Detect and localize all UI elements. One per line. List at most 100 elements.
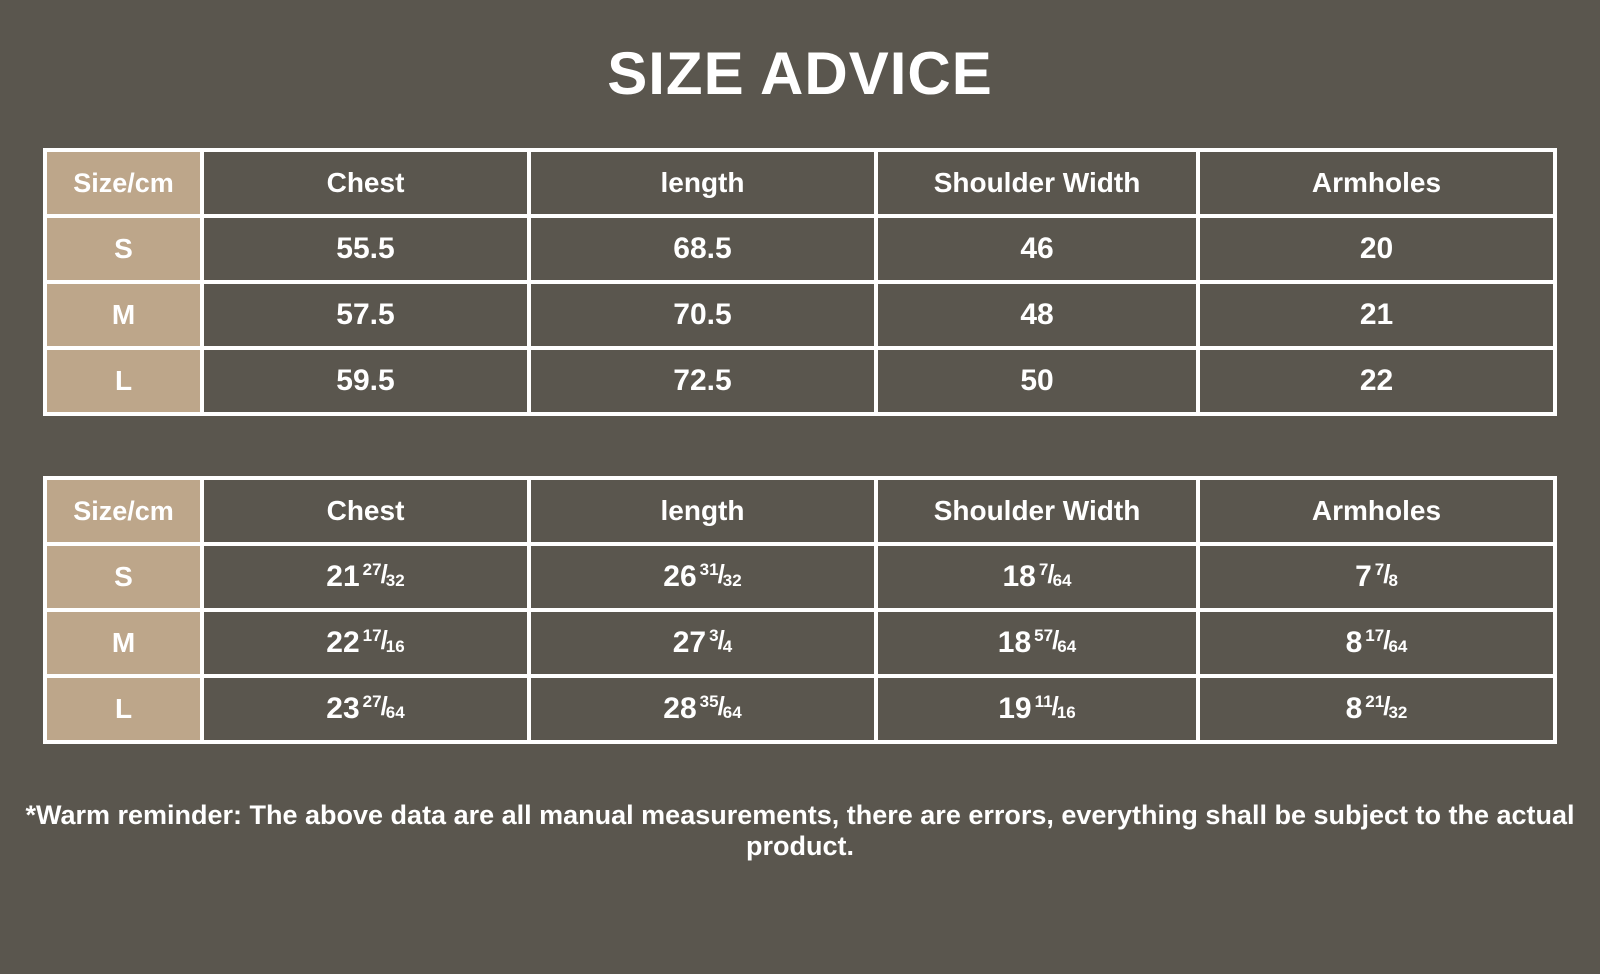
row-size-l: L 59.5 72.5 50 22 — [43, 346, 1557, 416]
row-size-l: L 23 27/64 28 35/64 19 11/16 8 21/32 — [43, 674, 1557, 744]
whole-number: 27 — [672, 626, 707, 659]
fraction-denominator: 16 — [385, 637, 405, 656]
measurement-cell: 59.5 — [200, 346, 531, 416]
measurement-cell: 18 57/64 — [874, 608, 1200, 678]
size-table-cm: Size/cm Chest length Shoulder Width Armh… — [43, 148, 1557, 416]
whole-number: 18 — [997, 626, 1032, 659]
fraction-denominator: 64 — [722, 703, 742, 722]
size-label-cell: S — [43, 542, 204, 612]
fraction-slash: / — [1047, 559, 1055, 589]
fraction-denominator: 32 — [722, 571, 742, 590]
header-armholes: Armholes — [1196, 476, 1557, 546]
measurement-cell: 68.5 — [527, 214, 878, 284]
row-size-m: M 57.5 70.5 48 21 — [43, 280, 1557, 350]
fraction-numerator: 7 — [1038, 560, 1049, 579]
measurement-cell: 27 3/4 — [527, 608, 878, 678]
header-length: length — [527, 148, 878, 218]
fraction-slash: / — [1383, 691, 1391, 721]
fraction-denominator: 32 — [385, 571, 405, 590]
measurement-cell: 28 35/64 — [527, 674, 878, 744]
size-label-cell: M — [43, 280, 204, 350]
header-row: Size/cm Chest length Shoulder Width Armh… — [43, 476, 1557, 546]
measurement-cell: 26 31/32 — [527, 542, 878, 612]
measurement-cell: 46 — [874, 214, 1200, 284]
fraction-slash: / — [380, 559, 388, 589]
size-label-cell: L — [43, 346, 204, 416]
fraction-numerator: 3 — [709, 626, 719, 645]
header-shoulder-width: Shoulder Width — [874, 148, 1200, 218]
measurement-cell: 22 17/16 — [200, 608, 531, 678]
fraction-slash: / — [380, 625, 388, 655]
header-length: length — [527, 476, 878, 546]
fraction-denominator: 64 — [1388, 637, 1408, 656]
size-label-cell: S — [43, 214, 204, 284]
fraction-numerator: 57 — [1034, 626, 1054, 645]
header-chest: Chest — [200, 148, 531, 218]
measurement-cell: 8 17/64 — [1196, 608, 1557, 678]
whole-number: 26 — [663, 560, 697, 593]
whole-number: 8 — [1345, 692, 1363, 725]
fraction-numerator: 11 — [1034, 692, 1053, 711]
fraction-numerator: 27 — [362, 692, 382, 711]
fraction-numerator: 27 — [362, 560, 382, 579]
fraction-slash: / — [1383, 625, 1391, 655]
fraction-denominator: 64 — [1052, 571, 1072, 590]
fraction-denominator: 4 — [722, 637, 733, 656]
measurement-cell: 18 7/64 — [874, 542, 1200, 612]
fraction-numerator: 21 — [1365, 692, 1385, 711]
fraction-denominator: 32 — [1388, 703, 1408, 722]
whole-number: 8 — [1345, 626, 1363, 659]
fraction-numerator: 35 — [699, 692, 719, 711]
measurement-cell: 50 — [874, 346, 1200, 416]
whole-number: 22 — [326, 626, 360, 659]
size-label-cell: M — [43, 608, 204, 678]
fraction-slash: / — [1383, 559, 1391, 589]
fraction-numerator: 17 — [1365, 626, 1385, 645]
whole-number: 28 — [663, 692, 697, 725]
row-size-m: M 22 17/16 27 3/4 18 57/64 8 17/64 — [43, 608, 1557, 678]
header-shoulder-width: Shoulder Width — [874, 476, 1200, 546]
fraction-denominator: 8 — [1388, 571, 1398, 590]
measurement-cell: 7 7/8 — [1196, 542, 1557, 612]
whole-number: 23 — [326, 692, 360, 725]
measurement-cell: 19 11/16 — [874, 674, 1200, 744]
measurement-cell: 21 27/32 — [200, 542, 531, 612]
fraction-numerator: 31 — [699, 560, 719, 579]
fraction-slash: / — [1051, 691, 1059, 721]
fraction-denominator: 64 — [1057, 637, 1077, 656]
whole-number: 21 — [326, 560, 360, 593]
whole-number: 19 — [998, 692, 1032, 725]
measurement-cell: 57.5 — [200, 280, 531, 350]
page-title: SIZE ADVICE — [607, 40, 993, 107]
fraction-numerator: 17 — [362, 626, 382, 645]
fraction-numerator: 7 — [1374, 560, 1385, 579]
warm-reminder-note: *Warm reminder: The above data are all m… — [25, 800, 1575, 861]
fraction-slash: / — [1052, 625, 1060, 655]
measurement-cell: 20 — [1196, 214, 1557, 284]
measurement-cell: 48 — [874, 280, 1200, 350]
row-size-s: S 21 27/32 26 31/32 18 7/64 7 7/8 — [43, 542, 1557, 612]
measurement-cell: 72.5 — [527, 346, 878, 416]
size-advice-page: { "colors": { "background": "#5a564e", "… — [0, 34, 1600, 974]
row-size-s: S 55.5 68.5 46 20 — [43, 214, 1557, 284]
measurement-cell: 8 21/32 — [1196, 674, 1557, 744]
fraction-slash: / — [380, 691, 388, 721]
measurement-cell: 23 27/64 — [200, 674, 531, 744]
size-unit-cell: Size/cm — [43, 476, 204, 546]
measurement-cell: 22 — [1196, 346, 1557, 416]
fraction-slash: / — [717, 691, 725, 721]
whole-number: 7 — [1355, 560, 1372, 593]
size-table-inches: Size/cm Chest length Shoulder Width Armh… — [43, 476, 1557, 744]
fraction-slash: / — [717, 625, 725, 655]
header-armholes: Armholes — [1196, 148, 1557, 218]
header-chest: Chest — [200, 476, 531, 546]
fraction-slash: / — [717, 559, 725, 589]
measurement-cell: 70.5 — [527, 280, 878, 350]
fraction-denominator: 16 — [1056, 703, 1076, 722]
fraction-denominator: 64 — [385, 703, 405, 722]
measurement-cell: 21 — [1196, 280, 1557, 350]
header-row: Size/cm Chest length Shoulder Width Armh… — [43, 148, 1557, 218]
measurement-cell: 55.5 — [200, 214, 531, 284]
whole-number: 18 — [1002, 560, 1036, 593]
size-unit-cell: Size/cm — [43, 148, 204, 218]
